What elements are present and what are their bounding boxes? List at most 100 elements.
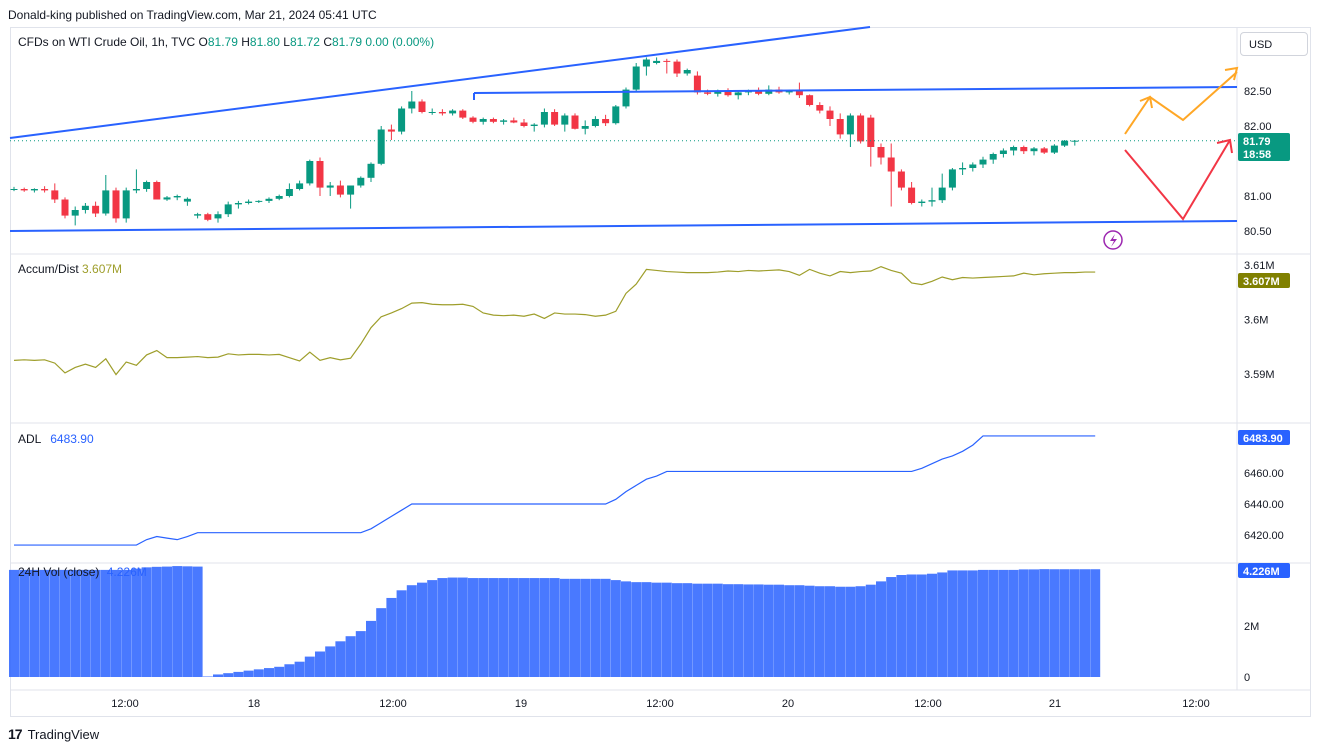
candle-body	[194, 214, 202, 216]
candle-body	[153, 182, 161, 200]
candle-body	[795, 91, 803, 96]
footer-brand-label: TradingView	[27, 726, 100, 742]
volume-bar	[835, 586, 846, 677]
accum-name[interactable]: Accum/Dist	[18, 262, 79, 276]
candle-body	[724, 91, 732, 96]
candle-body	[30, 189, 38, 191]
time-tick-label: 18	[248, 698, 260, 710]
trendlines[interactable]	[9, 26, 1239, 232]
vol-legend: 24H Vol (close) 4.226M	[18, 565, 147, 579]
volume-bar	[957, 570, 968, 677]
volume-bar	[345, 636, 356, 677]
candle-body	[846, 115, 854, 135]
volume-bar	[100, 569, 111, 677]
lightning-icon[interactable]	[1103, 230, 1123, 250]
volume-bar	[19, 569, 30, 677]
volume-bar	[498, 578, 509, 677]
volume-bar	[753, 584, 764, 677]
adl-name[interactable]: ADL	[18, 432, 41, 446]
volume-bar	[814, 586, 825, 677]
volume-bar	[478, 578, 489, 677]
volume-bar	[1090, 569, 1101, 677]
candle-body	[112, 190, 120, 219]
volume-bar	[376, 608, 387, 677]
candle-body	[41, 189, 49, 191]
candle-body	[693, 75, 701, 93]
candle-body	[591, 119, 599, 126]
price-legend: CFDs on WTI Crude Oil, 1h, TVC O81.79 H8…	[18, 35, 434, 49]
volume-bar	[1059, 569, 1070, 677]
volume-bar	[559, 578, 570, 677]
candle-body	[663, 60, 671, 62]
volume-bar	[366, 620, 376, 677]
candle-body	[969, 164, 977, 168]
volume-bar	[549, 578, 560, 677]
volume-bar	[508, 578, 519, 677]
volume-bar	[998, 569, 1009, 677]
candlestick-series	[10, 57, 1237, 226]
volume-bar	[621, 581, 631, 677]
candle-body	[510, 120, 518, 123]
volume-bar	[927, 573, 937, 677]
candle-body	[122, 190, 130, 219]
volume-bar	[406, 585, 417, 677]
volume-bar	[978, 569, 988, 677]
volume-bar	[1049, 569, 1060, 677]
candle-body	[551, 112, 559, 125]
chart-frame[interactable]	[10, 27, 1311, 717]
volume-bar	[253, 669, 264, 677]
vol-value: 4.226M	[106, 565, 147, 579]
price-tick-label: 81.00	[1244, 191, 1272, 203]
adl-badge: 6483.90	[1238, 430, 1290, 445]
change-value: 0.00 (0.00%)	[365, 35, 435, 49]
volume-bar	[682, 583, 693, 677]
candle-body	[173, 196, 181, 198]
candle-body	[418, 101, 426, 112]
volume-bar	[600, 578, 611, 677]
candle-body	[612, 106, 620, 124]
currency-button[interactable]: USD	[1240, 32, 1308, 56]
footer-brand[interactable]: 17 TradingView	[8, 726, 99, 742]
volume-bar	[264, 668, 274, 677]
candle-body	[887, 157, 895, 172]
low-value: 81.72	[289, 35, 320, 49]
time-tick-label: 21	[1049, 698, 1061, 710]
volume-bar	[1018, 569, 1029, 677]
volume-bar	[1029, 569, 1039, 677]
volume-bar	[355, 631, 366, 677]
volume-bar	[274, 666, 285, 677]
vol-badge-text: 4.226M	[1243, 566, 1280, 578]
candle-body	[245, 201, 253, 203]
volume-bar	[488, 578, 499, 677]
volume-bar	[590, 578, 601, 677]
candle-body	[928, 200, 936, 202]
accum-tick-label: 3.6M	[1244, 315, 1268, 327]
volume-bar	[417, 582, 427, 677]
candle-body	[683, 70, 691, 74]
time-tick-label: 19	[515, 698, 527, 710]
volume-bar	[529, 578, 540, 677]
volume-bar	[570, 578, 580, 677]
volume-bar	[723, 584, 733, 677]
volume-bar	[855, 586, 866, 677]
volume-bar	[967, 570, 978, 677]
candle-body	[469, 117, 477, 122]
accum-badge: 3.607M	[1238, 273, 1290, 288]
candle-body	[836, 119, 844, 135]
volume-bar	[672, 583, 682, 677]
vol-name[interactable]: 24H Vol (close)	[18, 565, 100, 579]
candle-body	[183, 198, 191, 202]
candle-body	[632, 66, 640, 90]
volume-bar	[70, 569, 81, 677]
vol-tick-label: 0	[1244, 672, 1250, 684]
price-tick-label: 82.50	[1244, 86, 1272, 98]
candle-body	[10, 189, 18, 190]
symbol-label[interactable]: CFDs on WTI Crude Oil, 1h, TVC	[18, 35, 196, 49]
volume-bar	[131, 568, 142, 677]
candle-body	[561, 115, 569, 125]
candle-body	[999, 150, 1007, 154]
candle-body	[489, 119, 497, 122]
candle-body	[755, 91, 763, 94]
candle-body	[449, 110, 457, 114]
